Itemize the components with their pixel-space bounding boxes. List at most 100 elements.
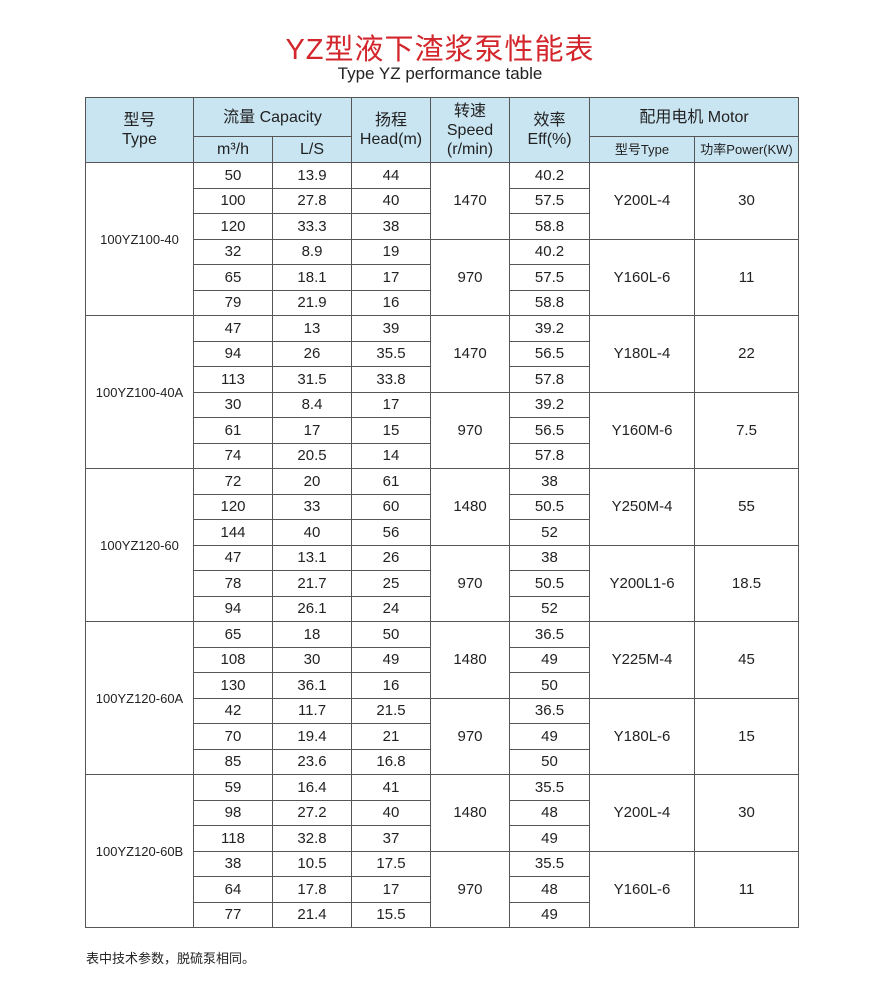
capacity-ls: 40	[271, 519, 353, 546]
capacity-ls: 13.9	[271, 162, 353, 189]
performance-table: 型号 Type 流量 Capacity 扬程 Head(m) 转速 Speed …	[85, 97, 800, 928]
motor-power: 11	[694, 850, 800, 928]
speed: 970	[430, 697, 511, 775]
page-title: YZ型液下渣浆泵性能表	[285, 34, 595, 66]
table-row: 94 26 35.5 56.5	[86, 340, 799, 367]
head: 17	[351, 391, 432, 418]
capacity-ls: 30	[271, 646, 353, 673]
capacity-m3h: 47	[193, 544, 273, 571]
table-row: 100YZ120-60A 65 18 50 1480 36.5 Y225M-4 45	[85, 621, 800, 775]
footnote: 表中技术参数，脱硫泵相同。	[86, 951, 256, 966]
capacity-ls: 21.7	[271, 570, 353, 597]
motor-type: Y200L-4	[589, 162, 696, 240]
head: 17	[351, 264, 432, 291]
capacity-m3h: 79	[193, 289, 273, 316]
motor-power: 30	[694, 162, 800, 240]
header-ls: L/S	[271, 136, 353, 163]
table-row: 98 27.2 40 48	[86, 799, 799, 826]
motor-power: 11	[694, 238, 800, 316]
speed: 1480	[430, 774, 511, 852]
efficiency: 35.5	[509, 850, 591, 877]
table-row: 144 40 56 52	[86, 519, 799, 546]
head: 40	[351, 187, 432, 214]
efficiency: 36.5	[509, 621, 591, 648]
motor-type: Y225M-4	[589, 621, 696, 699]
efficiency: 38	[509, 544, 591, 571]
efficiency: 56.5	[509, 417, 591, 444]
capacity-ls: 27.2	[271, 799, 353, 826]
motor-power: 18.5	[694, 544, 800, 622]
efficiency: 50.5	[509, 570, 591, 597]
table-row: 42 11.7 21.5 970 36.5 Y180L-6 15	[86, 697, 800, 775]
capacity-m3h: 113	[193, 366, 273, 393]
header-type: 型号 Type	[85, 97, 194, 163]
motor-power: 7.5	[694, 391, 800, 469]
motor-type: Y180L-4	[589, 315, 696, 393]
table-row: 65 18.1 17 57.5	[86, 264, 799, 291]
capacity-ls: 23.6	[271, 748, 353, 775]
capacity-m3h: 118	[193, 825, 273, 852]
capacity-ls: 18	[271, 621, 353, 648]
model-type: 100YZ120-60A	[85, 621, 194, 775]
page-subtitle: Type YZ performance table	[337, 64, 543, 83]
capacity-ls: 33	[271, 493, 353, 520]
capacity-m3h: 130	[193, 672, 273, 699]
motor-type: Y180L-6	[589, 697, 696, 775]
head: 17	[351, 876, 432, 903]
head: 19	[351, 238, 432, 265]
table-row: 78 21.7 25 50.5	[86, 570, 799, 597]
capacity-ls: 19.4	[271, 723, 353, 750]
capacity-ls: 11.7	[271, 697, 353, 724]
header-m3h: m³/h	[193, 136, 273, 163]
speed: 970	[430, 238, 511, 316]
speed: 1480	[430, 621, 511, 699]
efficiency: 40.2	[509, 162, 591, 189]
head: 50	[351, 621, 432, 648]
capacity-m3h: 78	[193, 570, 273, 597]
efficiency: 58.8	[509, 289, 591, 316]
capacity-ls: 32.8	[271, 825, 353, 852]
efficiency: 50	[509, 672, 591, 699]
table-row: 32 8.9 19 970 40.2 Y160L-6 11	[86, 238, 800, 316]
capacity-ls: 20	[271, 468, 353, 495]
capacity-ls: 26.1	[271, 595, 353, 622]
model-type: 100YZ120-60B	[85, 774, 194, 928]
capacity-m3h: 47	[193, 315, 273, 342]
capacity-ls: 36.1	[271, 672, 353, 699]
capacity-m3h: 120	[193, 493, 273, 520]
efficiency: 35.5	[509, 774, 591, 801]
head: 61	[351, 468, 432, 495]
efficiency: 52	[509, 519, 591, 546]
capacity-ls: 17	[271, 417, 353, 444]
motor-type: Y160L-6	[589, 850, 696, 928]
efficiency: 36.5	[509, 697, 591, 724]
efficiency: 49	[509, 901, 591, 928]
capacity-ls: 33.3	[271, 213, 353, 240]
speed: 1470	[430, 162, 511, 240]
head: 16	[351, 672, 432, 699]
capacity-ls: 13	[271, 315, 353, 342]
motor-power: 30	[694, 774, 800, 852]
efficiency: 57.5	[509, 264, 591, 291]
capacity-m3h: 72	[193, 468, 273, 495]
capacity-m3h: 42	[193, 697, 273, 724]
efficiency: 57.8	[509, 442, 591, 469]
capacity-ls: 18.1	[271, 264, 353, 291]
table-row: 100 27.8 40 57.5	[86, 187, 799, 214]
table-row: 108 30 49 49	[86, 646, 799, 673]
head: 25	[351, 570, 432, 597]
capacity-ls: 21.9	[271, 289, 353, 316]
speed: 970	[430, 850, 511, 928]
table-row: 74 20.5 14 57.8	[86, 442, 799, 469]
head: 26	[351, 544, 432, 571]
head: 24	[351, 595, 432, 622]
capacity-m3h: 65	[193, 264, 273, 291]
head: 56	[351, 519, 432, 546]
head: 17.5	[351, 850, 432, 877]
table-row: 118 32.8 37 49	[86, 825, 799, 852]
capacity-ls: 26	[271, 340, 353, 367]
table-row: 120 33.3 38 58.8	[86, 213, 799, 240]
capacity-m3h: 120	[193, 213, 273, 240]
table-row: 100YZ120-60B 59 16.4 41 1480 35.5 Y200L-4 30	[85, 774, 800, 928]
capacity-ls: 16.4	[271, 774, 353, 801]
